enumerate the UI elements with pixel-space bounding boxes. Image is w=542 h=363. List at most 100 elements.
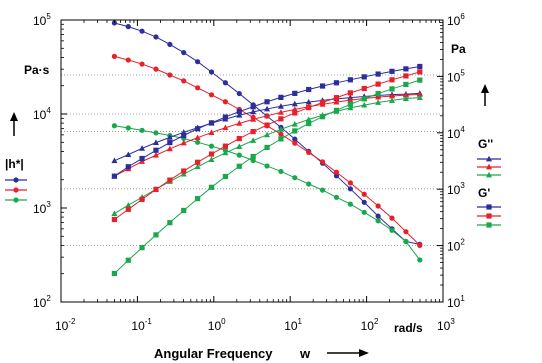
y-left-tick-label: 102 xyxy=(33,294,51,310)
data-point-square xyxy=(347,101,353,107)
data-point-square xyxy=(208,120,215,126)
data-point-square xyxy=(139,155,145,162)
data-point-square xyxy=(153,186,159,193)
data-point-circle xyxy=(153,130,159,136)
data-point-circle xyxy=(292,136,298,142)
data-point-circle xyxy=(375,203,381,209)
data-point-circle xyxy=(292,140,298,146)
data-point-square xyxy=(403,66,409,72)
data-point-triangle xyxy=(139,145,146,151)
data-point-square xyxy=(195,126,201,132)
data-point-circle xyxy=(222,99,228,105)
data-point-square xyxy=(181,132,187,138)
data-point-circle xyxy=(153,66,159,72)
data-point-triangle xyxy=(194,163,201,170)
data-point-square xyxy=(139,196,145,202)
data-point-circle xyxy=(222,80,228,86)
data-point-square xyxy=(208,184,215,190)
data-point-square xyxy=(264,122,270,128)
data-point-triangle xyxy=(250,108,257,115)
legend-marker xyxy=(486,222,492,228)
legend-marker xyxy=(486,171,492,178)
data-point-triangle xyxy=(264,105,271,112)
data-point-triangle xyxy=(125,151,132,158)
data-point-circle xyxy=(167,41,173,48)
data-point-triangle xyxy=(347,104,354,111)
y-right-tick-label: 102 xyxy=(447,238,465,254)
data-point-triangle xyxy=(125,202,132,208)
x-tick-label: 103 xyxy=(437,317,455,333)
data-point-circle xyxy=(139,61,145,67)
y-right-tick-label: 101 xyxy=(447,294,465,310)
data-point-circle xyxy=(333,169,340,175)
data-point-triangle xyxy=(250,137,257,143)
data-point-square xyxy=(347,90,353,96)
data-point-circle xyxy=(361,191,367,197)
left-axis-unit: Pa·s xyxy=(24,63,50,77)
x-tick-label: 10-1 xyxy=(131,317,152,333)
data-point-circle xyxy=(181,49,187,56)
data-point-triangle xyxy=(388,92,395,99)
data-point-circle xyxy=(417,242,423,249)
data-point-circle xyxy=(347,180,353,186)
data-point-circle xyxy=(306,181,312,187)
data-point-circle xyxy=(417,257,423,263)
data-point-square xyxy=(111,216,118,223)
data-point-circle xyxy=(208,143,215,149)
y-right-tick-label: 106 xyxy=(447,12,465,28)
data-point-circle xyxy=(375,218,381,224)
data-point-square xyxy=(417,69,423,75)
data-point-circle xyxy=(306,149,312,156)
data-point-circle xyxy=(250,157,256,164)
data-point-circle xyxy=(236,152,242,158)
data-point-square xyxy=(361,96,367,102)
data-point-square xyxy=(417,77,423,83)
data-point-square xyxy=(389,86,395,92)
legend-label: G'' xyxy=(478,137,493,151)
data-point-triangle xyxy=(222,124,229,131)
data-point-circle xyxy=(167,72,173,78)
data-point-circle xyxy=(347,201,353,207)
data-point-circle xyxy=(333,173,340,179)
data-point-triangle xyxy=(375,99,382,105)
data-point-square xyxy=(306,104,312,111)
data-point-square xyxy=(111,270,118,277)
data-point-square xyxy=(195,159,201,165)
data-point-circle xyxy=(208,92,215,98)
data-point-circle xyxy=(278,131,284,137)
data-point-square xyxy=(153,232,159,238)
data-point-triangle xyxy=(180,170,187,177)
data-point-square xyxy=(389,68,395,74)
data-point-circle xyxy=(292,175,298,181)
data-point-square xyxy=(139,245,145,251)
series-line xyxy=(114,55,421,246)
data-point-triangle xyxy=(250,116,257,122)
x-axis-arrow-icon xyxy=(327,349,369,357)
data-point-circle xyxy=(139,127,145,133)
right-axis-unit: Pa xyxy=(451,42,466,56)
data-point-square xyxy=(306,86,312,93)
data-point-circle xyxy=(236,90,242,97)
data-point-circle xyxy=(389,215,395,221)
data-point-circle xyxy=(319,187,326,193)
data-point-circle xyxy=(403,229,409,235)
data-point-square xyxy=(306,120,312,127)
data-point-circle xyxy=(403,238,409,245)
data-point-square xyxy=(278,94,284,100)
data-point-triangle xyxy=(347,96,354,103)
data-point-square xyxy=(236,108,242,115)
x-tick-label: 100 xyxy=(208,317,226,333)
data-point-triangle xyxy=(208,129,215,135)
data-point-square xyxy=(361,85,367,92)
x-axis-symbol: w xyxy=(299,346,311,361)
data-point-square xyxy=(195,196,201,202)
data-point-square xyxy=(319,83,326,89)
data-point-square xyxy=(125,257,131,263)
data-point-triangle xyxy=(416,94,423,101)
data-point-square xyxy=(292,110,298,116)
data-point-triangle xyxy=(152,152,159,158)
right-arrow-icon xyxy=(481,84,489,106)
data-point-circle xyxy=(125,57,131,63)
data-point-square xyxy=(222,173,228,180)
data-point-square xyxy=(250,129,256,135)
